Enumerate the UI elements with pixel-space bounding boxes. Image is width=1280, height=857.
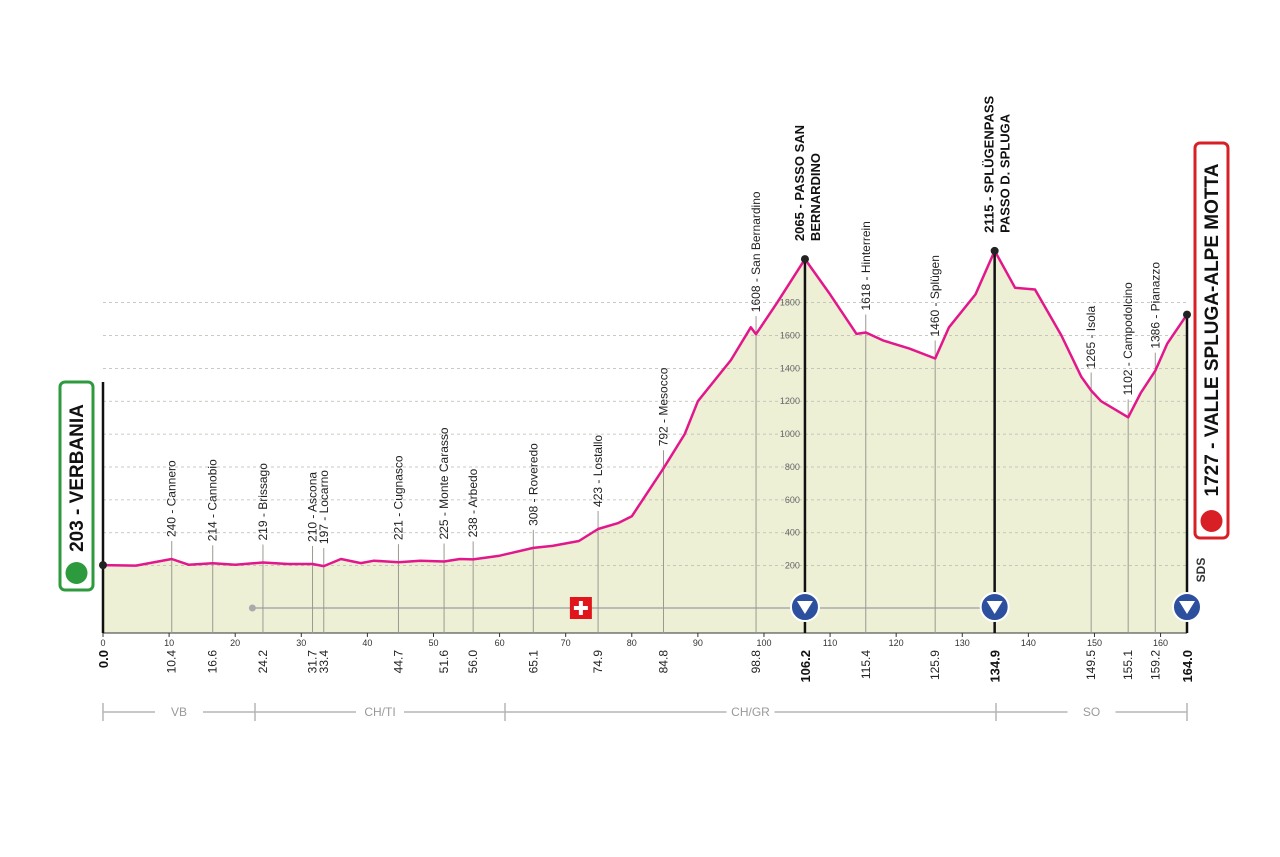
waypoint-km: 51.6 bbox=[437, 650, 451, 674]
waypoint-label: 214 - Cannobio bbox=[206, 459, 220, 541]
x-tick-label: 80 bbox=[627, 638, 637, 648]
waypoint-label: 1460 - Splügen bbox=[928, 255, 942, 336]
climb-dot bbox=[800, 255, 809, 264]
climb-label: PASSO D. SPLUGA bbox=[998, 113, 1013, 233]
x-tick-label: 50 bbox=[428, 638, 438, 648]
finish-km: 164.0 bbox=[1180, 650, 1195, 683]
finish-gpm-icon-arrow bbox=[1179, 601, 1195, 614]
x-tick-label: 10 bbox=[164, 638, 174, 648]
x-tick-label: 110 bbox=[823, 638, 837, 648]
x-tick-label: 0 bbox=[100, 638, 105, 648]
waypoint-km: 98.8 bbox=[749, 650, 763, 674]
x-tick-label: 90 bbox=[693, 638, 703, 648]
start-km: 0.0 bbox=[96, 650, 111, 668]
start-icon bbox=[65, 562, 88, 584]
waypoint-km: 149.5 bbox=[1084, 650, 1098, 680]
waypoint-label: 197 - Locarno bbox=[317, 470, 331, 544]
waypoint-label: 219 - Brissago bbox=[256, 463, 270, 541]
waypoint-label: 240 - Cannero bbox=[165, 460, 179, 537]
finish-icon bbox=[1200, 510, 1223, 532]
waypoint-km: 10.4 bbox=[165, 650, 179, 674]
waypoint-km: 24.2 bbox=[256, 650, 270, 674]
x-tick-label: 140 bbox=[1021, 638, 1036, 648]
climb-km: 106.2 bbox=[798, 650, 813, 683]
sponsor: SDS bbox=[1194, 558, 1208, 583]
x-tick-label: 160 bbox=[1153, 638, 1168, 648]
waypoint-label: 210 - Ascona bbox=[306, 472, 320, 542]
waypoint-km: 65.1 bbox=[526, 650, 540, 674]
waypoint-km: 56.0 bbox=[466, 650, 480, 674]
x-tick-label: 20 bbox=[230, 638, 240, 648]
region-gap bbox=[726, 704, 775, 720]
y-tick-label: 400 bbox=[785, 528, 800, 538]
waypoint-km: 74.9 bbox=[591, 650, 605, 674]
x-tick-label: 70 bbox=[561, 638, 571, 648]
y-tick-label: 1600 bbox=[780, 330, 800, 340]
x-tick-label: 120 bbox=[889, 638, 904, 648]
climb-dot bbox=[990, 246, 999, 255]
x-tick-label: 100 bbox=[756, 638, 771, 648]
x-tick-label: 150 bbox=[1087, 638, 1102, 648]
waypoint-label: 1386 - Pianazzo bbox=[1148, 262, 1162, 349]
waypoint-label: 238 - Arbedo bbox=[466, 468, 480, 537]
waypoint-label: 792 - Mesocco bbox=[657, 367, 671, 446]
start-label: 203 - VERBANIA bbox=[67, 404, 88, 552]
climb-label: 2065 - PASSO SAN bbox=[792, 125, 807, 241]
region-gap bbox=[1067, 704, 1116, 720]
waypoint-label: 1265 - Isola bbox=[1084, 306, 1098, 369]
waypoint-km: 84.8 bbox=[657, 650, 671, 674]
waypoint-km: 155.1 bbox=[1121, 650, 1135, 680]
waypoint-km: 115.4 bbox=[859, 650, 873, 679]
y-tick-label: 1400 bbox=[780, 363, 800, 373]
waypoint-label: 1102 - Campodolcino bbox=[1121, 282, 1135, 396]
start-dot bbox=[99, 561, 107, 570]
y-tick-label: 1200 bbox=[780, 396, 800, 406]
y-tick-label: 600 bbox=[785, 495, 800, 505]
climb-label: BERNARDINO bbox=[808, 153, 823, 241]
gpm-icon-arrow bbox=[796, 601, 813, 614]
y-tick-label: 200 bbox=[785, 561, 800, 571]
waypoint-km: 33.4 bbox=[317, 650, 331, 674]
region-gap bbox=[155, 704, 203, 720]
y-tick-label: 1000 bbox=[780, 429, 800, 439]
region-label: VB bbox=[171, 705, 187, 719]
finish-box bbox=[1193, 141, 1230, 540]
border-dot bbox=[248, 604, 256, 612]
x-tick-label: 130 bbox=[955, 638, 970, 648]
waypoint-label: 423 - Lostallo bbox=[591, 435, 605, 507]
waypoint-km: 125.9 bbox=[928, 650, 942, 680]
profile-line bbox=[102, 249, 1189, 568]
region-gap bbox=[356, 704, 404, 720]
waypoint-label: 221 - Cugnasco bbox=[391, 455, 405, 540]
waypoint-km: 159.2 bbox=[1148, 650, 1162, 680]
sprint-cross-v bbox=[578, 601, 583, 615]
waypoint-km: 16.6 bbox=[206, 650, 220, 674]
waypoint-km: 31.7 bbox=[306, 650, 320, 674]
y-tick-label: 800 bbox=[785, 462, 800, 472]
waypoint-label: 225 - Monte Carasso bbox=[437, 427, 451, 539]
x-tick-label: 30 bbox=[296, 638, 306, 648]
x-tick-label: 60 bbox=[495, 638, 505, 648]
finish-label: 1727 - VALLE SPLUGA-ALPE MOTTA bbox=[1202, 163, 1223, 496]
y-tick-label: 1800 bbox=[780, 298, 800, 308]
start-box bbox=[58, 380, 95, 592]
waypoint-label: 308 - Roveredo bbox=[526, 443, 540, 526]
waypoint-km: 44.7 bbox=[391, 650, 405, 674]
waypoint-label: 1608 - San Bernardino bbox=[749, 191, 763, 312]
climb-label: 2115 - SPLÜGENPASS bbox=[982, 95, 997, 232]
profile-area bbox=[103, 250, 1187, 634]
waypoint-label: 1618 - Hinterrein bbox=[859, 221, 873, 310]
finish-dot bbox=[1183, 310, 1191, 319]
region-label: SO bbox=[1083, 705, 1100, 719]
climb-km: 134.9 bbox=[988, 650, 1003, 683]
x-tick-label: 40 bbox=[362, 638, 372, 648]
gpm-icon-arrow bbox=[986, 601, 1003, 614]
region-label: CH/TI bbox=[364, 705, 395, 719]
region-label: CH/GR bbox=[731, 705, 770, 719]
